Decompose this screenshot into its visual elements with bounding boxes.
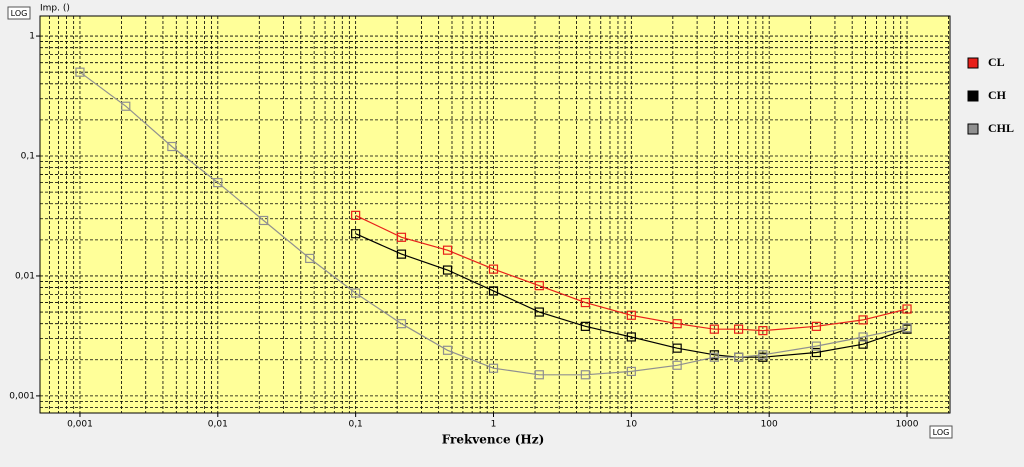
data-point (811, 321, 821, 331)
data-point (811, 347, 821, 358)
data-point (858, 315, 868, 325)
data-point (442, 265, 453, 275)
series-line (355, 214, 908, 332)
data-point (758, 350, 768, 360)
data-point (305, 253, 315, 264)
x-axis-label: Frekvence (Hz) (442, 433, 545, 447)
data-point (902, 304, 912, 314)
data-point (709, 352, 719, 362)
y-tick-label: 1 (29, 32, 35, 42)
data-point (758, 326, 768, 336)
data-point (580, 370, 590, 380)
data-point (626, 310, 636, 320)
x-scale-badge-box (929, 425, 953, 439)
data-point (488, 264, 499, 274)
legend-label: CL (988, 55, 1005, 69)
data-point (396, 319, 407, 329)
data-point (488, 286, 499, 296)
data-point (167, 141, 177, 152)
data-point (213, 178, 223, 188)
y-tick-label: 0,1 (21, 152, 35, 162)
y-scale-badge-box (7, 6, 31, 20)
data-point (534, 370, 544, 380)
data-point (858, 339, 868, 349)
data-point (580, 321, 590, 331)
x-tick-label: 0,1 (348, 420, 362, 430)
y-tick-label: 0,01 (15, 271, 35, 281)
x-scale-badge: LOG (933, 428, 950, 437)
data-point (858, 332, 868, 342)
data-point (534, 307, 544, 317)
x-tick-label: 1 (491, 420, 497, 430)
data-point (351, 288, 361, 298)
data-point (672, 360, 682, 370)
series-line (355, 233, 908, 358)
data-point (259, 215, 269, 226)
x-tick-label: 0,001 (67, 420, 93, 430)
data-point (75, 67, 85, 77)
data-point (811, 341, 821, 351)
legend-swatch (967, 57, 979, 69)
data-point (626, 366, 636, 377)
plot-area (39, 15, 951, 414)
data-point (672, 319, 682, 329)
x-tick-label: 100 (761, 420, 778, 430)
legend-swatch (967, 123, 979, 135)
data-point (626, 332, 636, 342)
data-point (442, 245, 453, 255)
y-tick-label: 0,001 (9, 391, 35, 401)
data-point (488, 363, 499, 373)
data-point (902, 323, 912, 333)
data-point (351, 229, 361, 239)
data-point (580, 297, 590, 308)
data-point (351, 210, 361, 220)
data-point (121, 101, 131, 111)
data-point (442, 345, 453, 355)
y-scale-badge: LOG (11, 9, 28, 18)
series-layer (75, 67, 912, 380)
legend-swatch (967, 90, 979, 102)
legend-label: CHL (988, 121, 1014, 135)
y-axis-label: Imp. () (40, 4, 70, 14)
x-tick-label: 1000 (896, 420, 919, 430)
data-point (709, 324, 719, 334)
data-point (396, 249, 407, 259)
data-point (672, 343, 682, 353)
legend-label: CH (988, 88, 1007, 102)
data-point (534, 281, 544, 291)
data-point (734, 324, 744, 334)
x-tick-label: 10 (626, 420, 638, 430)
data-point (396, 232, 407, 242)
data-point (734, 352, 744, 362)
x-tick-label: 0,01 (208, 420, 228, 430)
